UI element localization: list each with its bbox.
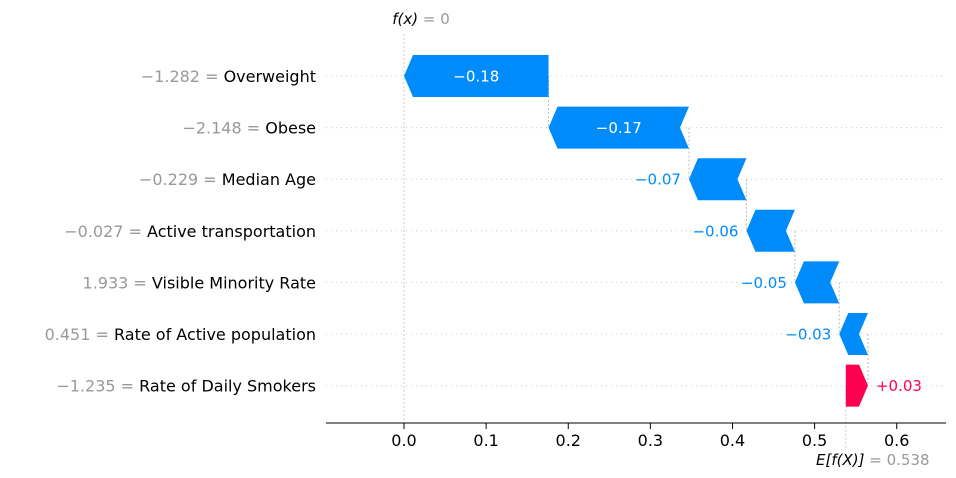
feature-label: 1.933 = Visible Minority Rate [83,273,316,292]
bar-value-label: −0.05 [741,274,787,292]
feature-label-layer: −1.282 = Overweight −2.148 = Obese −0.229 … [45,67,316,396]
feature-label: −1.235 = Rate of Daily Smokers [56,377,316,396]
bar-obese [548,106,689,149]
ex-value: 0.538 [887,451,930,469]
x-tick-label: 0.3 [638,431,663,450]
x-tick-label: 0.6 [884,431,909,450]
x-tick-label: 0.1 [473,431,498,450]
bar-value-label: −0.06 [692,222,738,240]
x-tick-label: 0.2 [556,431,581,450]
bar-layer: −0.18 −0.17 −0.07 −0.06 −0.05 −0.03 +0.03 [404,55,922,407]
feature-name: Obese [265,119,316,138]
feature-label: −0.229 = Median Age [139,170,316,189]
feature-name: Active transportation [147,222,316,241]
tick-layer: 0.0 0.1 0.2 0.3 0.4 0.5 0.6 [391,423,909,450]
feature-label: 0.451 = Rate of Active population [45,325,316,344]
feature-label: −0.027 = Active transportation [64,222,316,241]
feature-label: −1.282 = Overweight [141,67,316,86]
bar-value-label: −0.03 [785,326,831,344]
x-tick-label: 0.0 [391,431,416,450]
feature-value: 1.933 = [83,273,152,292]
bar-visible-minority-rate [794,261,840,304]
ex-annotation: E[f(X)] = 0.538 [816,451,930,469]
connector-layer [403,34,869,449]
fx-equals: = [423,10,440,28]
feature-value: −0.229 = [139,170,222,189]
feature-name: Rate of Active population [114,325,316,344]
bar-overweight [404,55,549,97]
bar-median-age [688,158,747,201]
feature-label: −2.148 = Obese [182,119,316,138]
bar-value-label: −0.07 [635,171,681,189]
bar-rate-of-daily-smokers [845,364,868,407]
feature-value: −1.282 = [141,67,224,86]
ex-equals: = [869,451,886,469]
bar-value-label: −0.18 [453,68,499,86]
feature-value: −0.027 = [64,222,147,241]
x-tick-label: 0.4 [720,431,745,450]
fx-value: 0 [440,10,450,28]
bar-value-label: +0.03 [876,377,922,395]
bar-active-transportation [746,209,795,252]
bar-rate-of-active-population [839,313,868,355]
feature-name: Median Age [222,170,316,189]
fx-label: f(x) [392,10,418,28]
x-tick-label: 0.5 [802,431,827,450]
bar-value-label: −0.17 [596,119,642,137]
feature-name: Rate of Daily Smokers [139,377,316,396]
feature-name: Overweight [224,67,316,86]
feature-name: Visible Minority Rate [152,273,316,292]
fx-annotation: f(x) = 0 [392,10,450,28]
ex-label: E[f(X)] [816,451,865,469]
feature-value: −1.235 = [56,377,139,396]
feature-value: −2.148 = [182,119,265,138]
feature-value: 0.451 = [45,325,114,344]
